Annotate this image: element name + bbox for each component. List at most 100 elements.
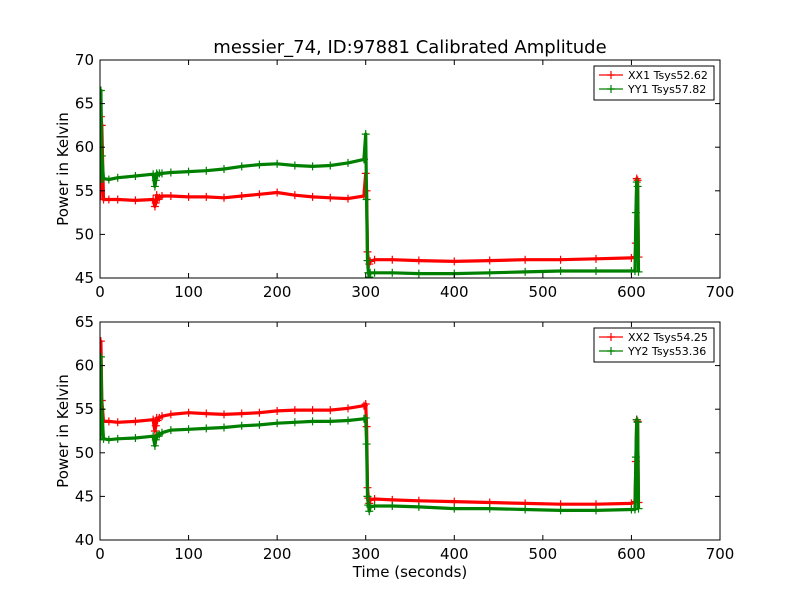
data-point [237,409,246,418]
data-point [113,418,122,427]
data-point [166,168,175,177]
data-point [359,414,368,423]
data-point [450,257,459,266]
x-tick-label: 700 [706,545,735,563]
data-point [388,268,397,277]
data-point [131,417,140,426]
data-point [370,268,379,277]
data-point [113,434,122,443]
data-point [414,256,423,265]
data-point [290,406,299,415]
y-tick-label: 65 [75,95,94,113]
x-tick-label: 300 [351,283,380,301]
x-tick-label: 0 [95,283,105,301]
data-point [630,505,639,514]
data-point [521,267,530,276]
legend-label: YY2 Tsys53.36 [627,345,706,358]
data-point [365,273,374,278]
data-point [151,199,160,208]
data-point [273,419,282,428]
y-axis-title: Power in Kelvin [54,112,72,226]
data-point [184,408,193,417]
x-tick-label: 100 [174,545,203,563]
data-point [255,420,264,429]
data-point [237,421,246,430]
x-tick-label: 500 [529,283,558,301]
data-point [632,178,641,187]
legend-marker [607,85,615,93]
data-point [326,417,335,426]
x-tick-label: 300 [351,545,380,563]
y-tick-label: 55 [75,400,94,418]
data-point [344,158,352,167]
data-point [521,505,530,514]
data-point [290,191,299,200]
data-point [359,401,368,410]
data-point [556,267,565,276]
x-tick-label: 0 [95,545,105,563]
data-point [308,162,317,171]
x-tick-label: 500 [529,545,558,563]
series-line [100,355,641,513]
data-point [362,195,371,204]
data-point [365,507,374,516]
data-point [153,195,162,204]
data-point [363,492,372,501]
x-tick-label: 400 [440,545,469,563]
data-point [255,160,264,169]
data-point [634,504,643,513]
panel-2: 0 100 200 300 400 500 600 700 40 45 50 55 60 65 Power … [54,313,734,581]
data-point [485,256,494,265]
data-point [344,416,352,425]
data-point [255,190,264,199]
data-point [370,495,379,504]
data-point [158,412,166,421]
y-tick-label: 55 [75,182,94,200]
data-point [344,194,352,203]
data-point [100,178,104,187]
data-point [631,208,640,217]
data-point [100,174,108,183]
data-point [202,409,211,418]
data-point [237,162,246,171]
data-point [104,435,113,444]
data-point [220,423,228,432]
data-point [220,165,228,173]
data-point [202,192,211,201]
y-axis-title: Power in Kelvin [54,374,72,488]
data-point [166,410,175,419]
data-point [633,182,642,191]
data-point [308,417,317,426]
data-point [290,161,299,170]
y-tick-label: 70 [75,51,94,69]
legend-marker [607,71,615,79]
y-tick-label: 50 [75,225,94,243]
data-point [104,175,113,184]
data-point [370,255,379,264]
data-point [370,501,379,510]
plot-frame [99,321,721,541]
data-point [634,267,643,276]
y-tick-label: 50 [75,444,94,462]
data-point [237,192,246,201]
figure-title: messier_74, ID:97881 Calibrated Amplitud… [213,37,606,58]
data-point [361,399,370,408]
data-point [485,268,494,277]
data-point [220,410,228,419]
data-point [388,255,397,264]
data-point [202,166,211,175]
data-point [150,182,159,191]
data-point [414,269,423,278]
data-point [633,418,642,427]
legend-marker [607,333,615,341]
data-point [363,256,372,265]
x-tick-label: 200 [263,283,292,301]
data-point [359,155,368,164]
data-point [592,506,600,515]
x-tick-label: 600 [617,545,646,563]
data-point [166,426,175,435]
panel-1: 0 100 200 300 400 500 600 700 45 50 55 60 65 70 Power … [54,51,734,301]
data-point [184,167,193,176]
legend-marker [607,347,615,355]
data-point [631,453,640,462]
